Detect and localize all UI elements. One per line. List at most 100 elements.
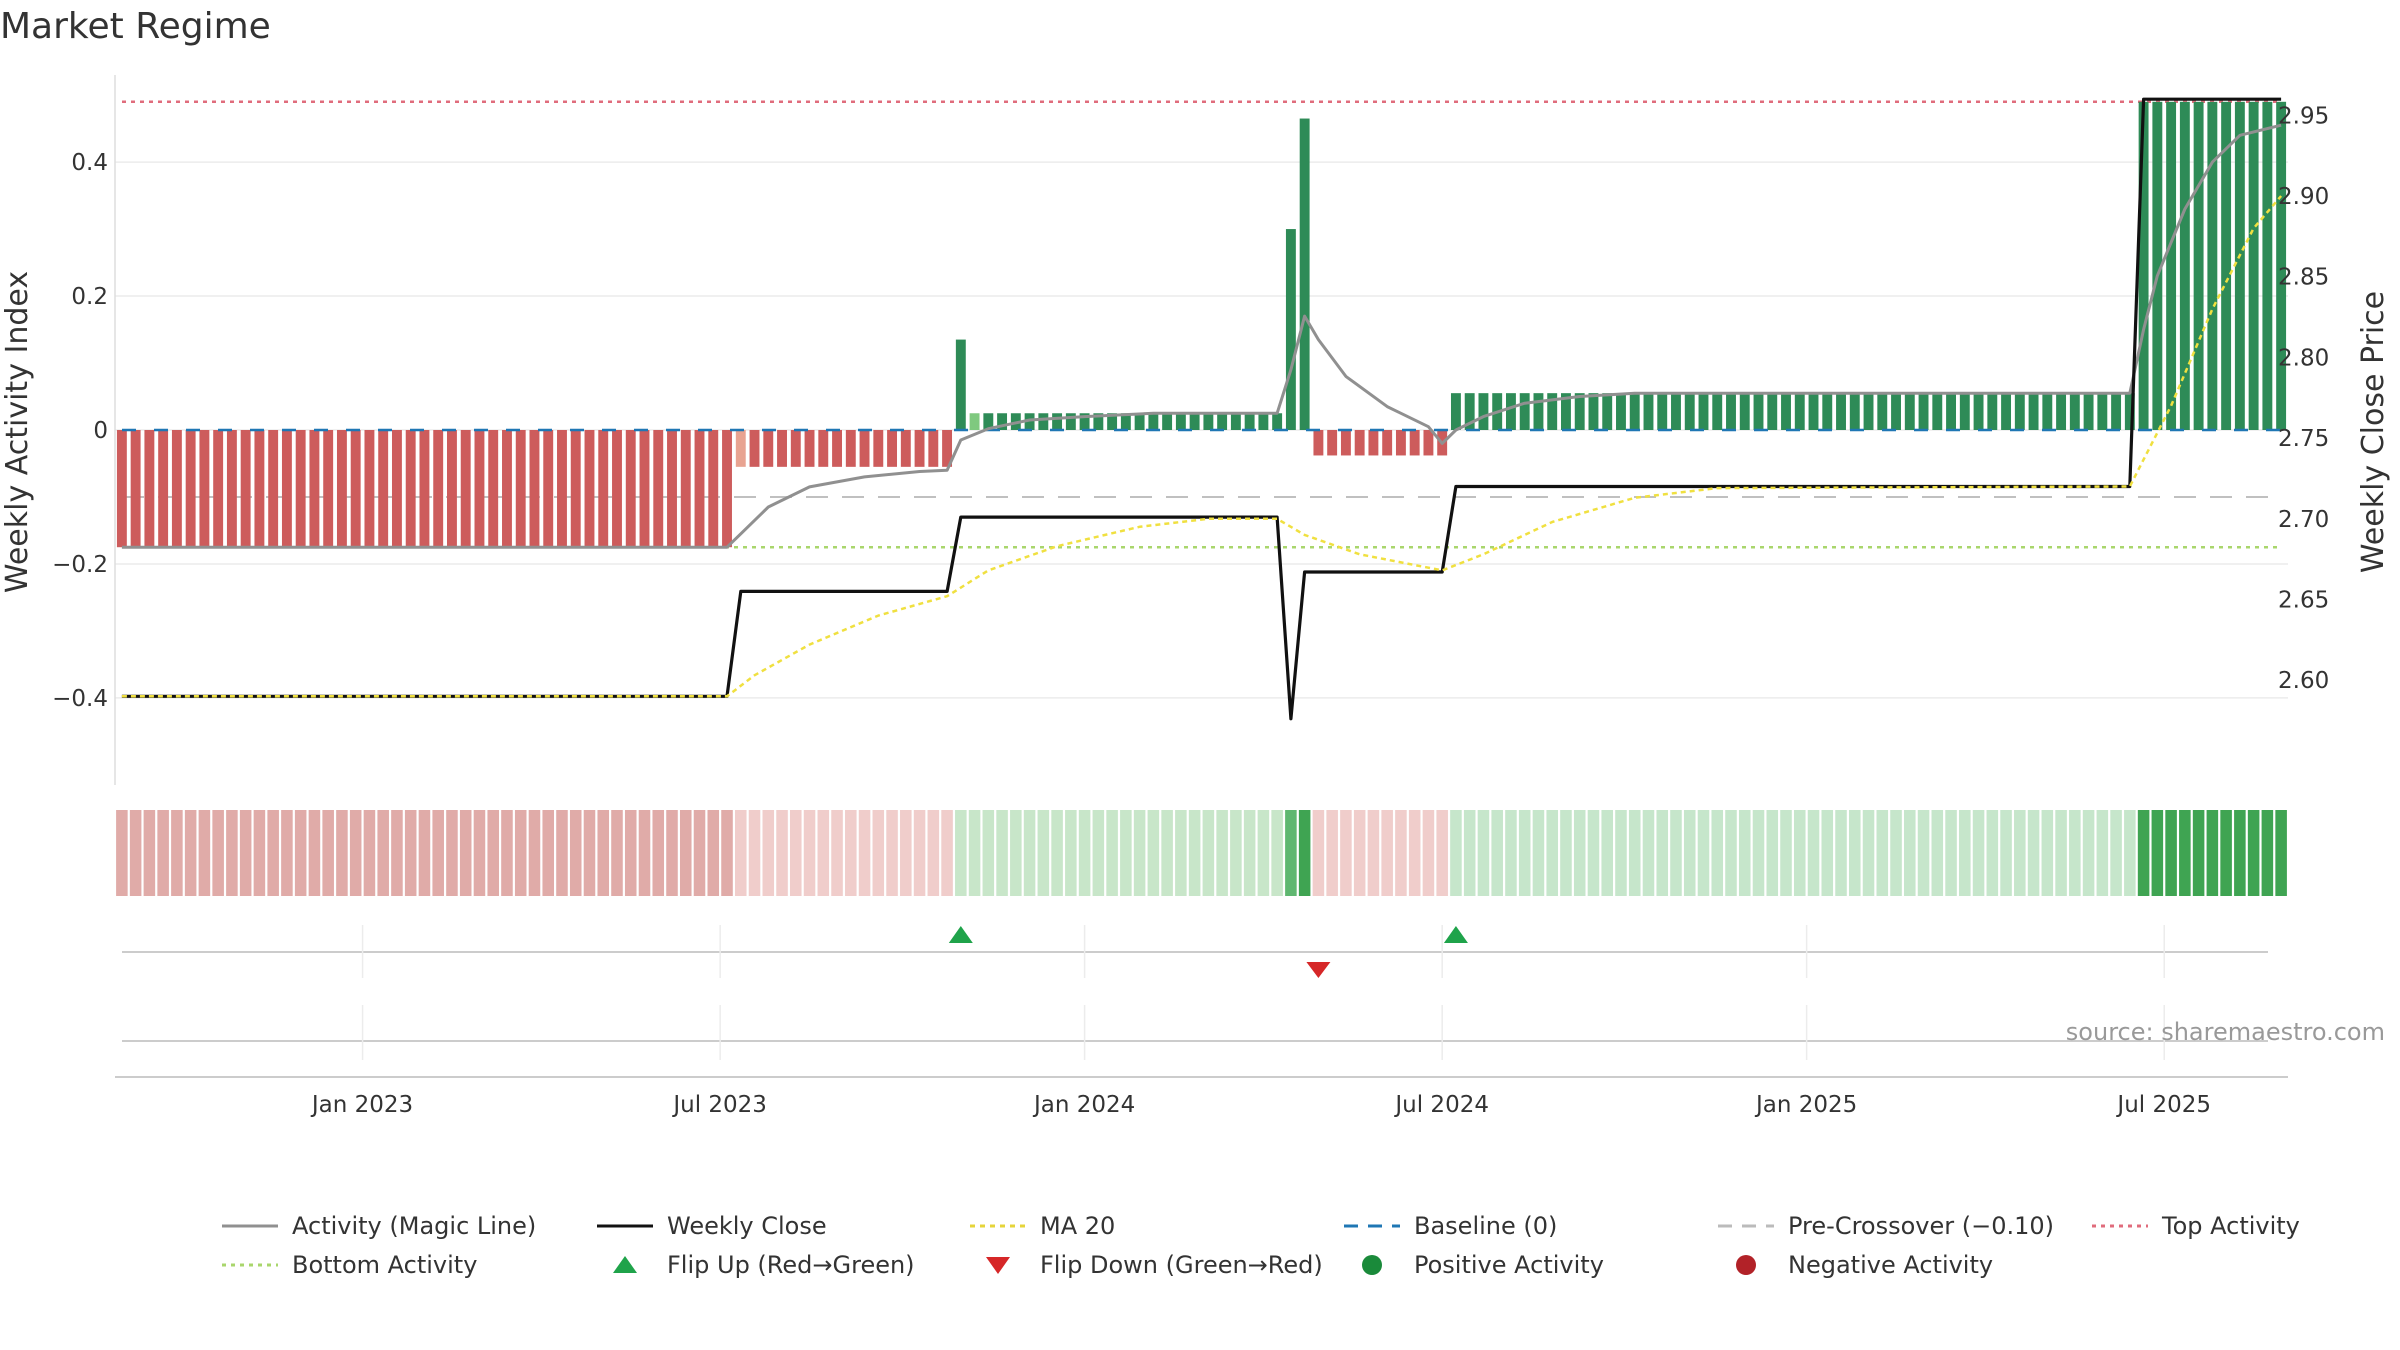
activity-bar-151 <box>2193 101 2204 430</box>
strip-cell-23 <box>432 810 444 896</box>
activity-bars <box>116 101 2287 548</box>
activity-bar-12 <box>281 430 292 548</box>
activity-bar-5 <box>185 430 196 548</box>
activity-bar-90 <box>1354 430 1365 456</box>
activity-bar-74 <box>1134 413 1145 430</box>
strip-cell-11 <box>267 810 279 896</box>
strip-cell-37 <box>624 810 637 896</box>
strip-cell-85 <box>1285 810 1297 896</box>
strip-cell-93 <box>1395 810 1407 896</box>
activity-bar-27 <box>488 430 499 548</box>
activity-bar-66 <box>1024 413 1035 430</box>
strip-cell-143 <box>2082 810 2095 896</box>
activity-bar-111 <box>1643 393 1654 430</box>
strip-cell-49 <box>790 810 802 896</box>
strip-cell-81 <box>1230 810 1242 896</box>
strip-cell-140 <box>2041 810 2054 896</box>
activity-bar-148 <box>2152 101 2163 430</box>
activity-bar-92 <box>1382 430 1393 456</box>
activity-bar-117 <box>1726 393 1736 430</box>
strip-cell-16 <box>336 810 348 896</box>
activity-bar-57 <box>900 430 911 467</box>
legend-label-3: Baseline (0) <box>1414 1212 1557 1240</box>
activity-bar-141 <box>2056 393 2067 430</box>
strip-cell-3 <box>157 810 169 896</box>
strip-cell-22 <box>418 810 431 896</box>
activity-bar-58 <box>914 430 925 467</box>
activity-bar-26 <box>474 430 485 548</box>
strip-cell-17 <box>349 810 362 896</box>
activity-bar-132 <box>1932 393 1943 430</box>
strip-cell-10 <box>253 810 266 896</box>
activity-bar-101 <box>1505 393 1516 430</box>
activity-bar-75 <box>1148 413 1159 430</box>
strip-cell-157 <box>2275 810 2287 896</box>
legend-label-5: Top Activity <box>2161 1212 2300 1240</box>
strip-cell-145 <box>2110 810 2122 896</box>
strip-cell-132 <box>1931 810 1944 896</box>
activity-bar-32 <box>557 430 567 548</box>
activity-bar-64 <box>997 413 1008 430</box>
right-tick-label-5: 2.70 <box>2278 507 2329 533</box>
activity-bar-54 <box>859 430 870 467</box>
activity-bar-4 <box>171 430 182 548</box>
strip-cell-107 <box>1587 810 1600 896</box>
activity-bar-47 <box>763 430 774 467</box>
activity-bar-88 <box>1327 430 1338 456</box>
strip-cell-27 <box>487 810 499 896</box>
strip-cell-7 <box>212 810 224 896</box>
strip-cell-120 <box>1766 810 1779 896</box>
activity-bar-0 <box>116 430 127 548</box>
activity-bar-143 <box>2083 393 2094 430</box>
strip-cell-36 <box>611 810 623 896</box>
activity-bar-91 <box>1368 430 1379 456</box>
activity-bar-93 <box>1395 430 1406 456</box>
strip-cell-96 <box>1436 810 1448 896</box>
legend-swatch-7 <box>613 1256 637 1273</box>
strip-cell-124 <box>1821 810 1834 896</box>
activity-bar-134 <box>1959 393 1970 430</box>
strip-cell-51 <box>817 810 830 896</box>
strip-cell-127 <box>1862 810 1875 896</box>
activity-bar-67 <box>1038 413 1049 430</box>
strip-cell-148 <box>2151 810 2164 896</box>
activity-bar-138 <box>2014 393 2025 430</box>
strip-cell-43 <box>707 810 720 896</box>
strip-cell-79 <box>1202 810 1215 896</box>
strip-cell-62 <box>968 810 981 896</box>
x-tick-label-2: Jan 2024 <box>1032 1092 1135 1118</box>
source-credit: source: sharemaestro.com <box>2066 1018 2385 1046</box>
activity-bar-7 <box>213 430 224 548</box>
activity-bar-9 <box>240 430 251 548</box>
strip-cell-103 <box>1532 810 1545 896</box>
activity-bar-149 <box>2166 101 2177 430</box>
strip-cell-83 <box>1257 810 1270 896</box>
activity-bar-72 <box>1107 413 1118 430</box>
strip-cell-102 <box>1518 810 1531 896</box>
strip-cell-70 <box>1078 810 1091 896</box>
legend-item-9: Positive Activity <box>1362 1251 1604 1279</box>
strip-cell-69 <box>1065 810 1077 896</box>
strip-cell-86 <box>1298 810 1311 896</box>
series-line-2 <box>121 195 2283 698</box>
flip-markers-panel <box>122 925 2268 978</box>
strip-cell-80 <box>1216 810 1228 896</box>
strip-cell-6 <box>198 810 211 896</box>
strip-cell-54 <box>858 810 871 896</box>
activity-bar-140 <box>2042 393 2053 430</box>
strip-cell-33 <box>569 810 582 896</box>
strip-cell-113 <box>1670 810 1682 896</box>
strip-cell-100 <box>1491 810 1503 896</box>
activity-bar-142 <box>2069 393 2080 430</box>
strip-cell-19 <box>377 810 389 896</box>
x-tick-label-4: Jan 2025 <box>1754 1092 1857 1118</box>
activity-bar-95 <box>1423 430 1434 456</box>
activity-bar-121 <box>1781 393 1791 430</box>
strip-cell-138 <box>2014 810 2026 896</box>
activity-bar-43 <box>708 430 719 548</box>
strip-cell-53 <box>845 810 857 896</box>
strip-cell-112 <box>1656 810 1669 896</box>
legend-item-5: Top Activity <box>2092 1212 2300 1240</box>
strip-cell-15 <box>322 810 334 896</box>
strip-cell-45 <box>734 810 747 896</box>
